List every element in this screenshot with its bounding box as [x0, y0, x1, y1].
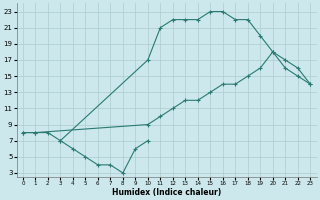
- X-axis label: Humidex (Indice chaleur): Humidex (Indice chaleur): [112, 188, 221, 197]
